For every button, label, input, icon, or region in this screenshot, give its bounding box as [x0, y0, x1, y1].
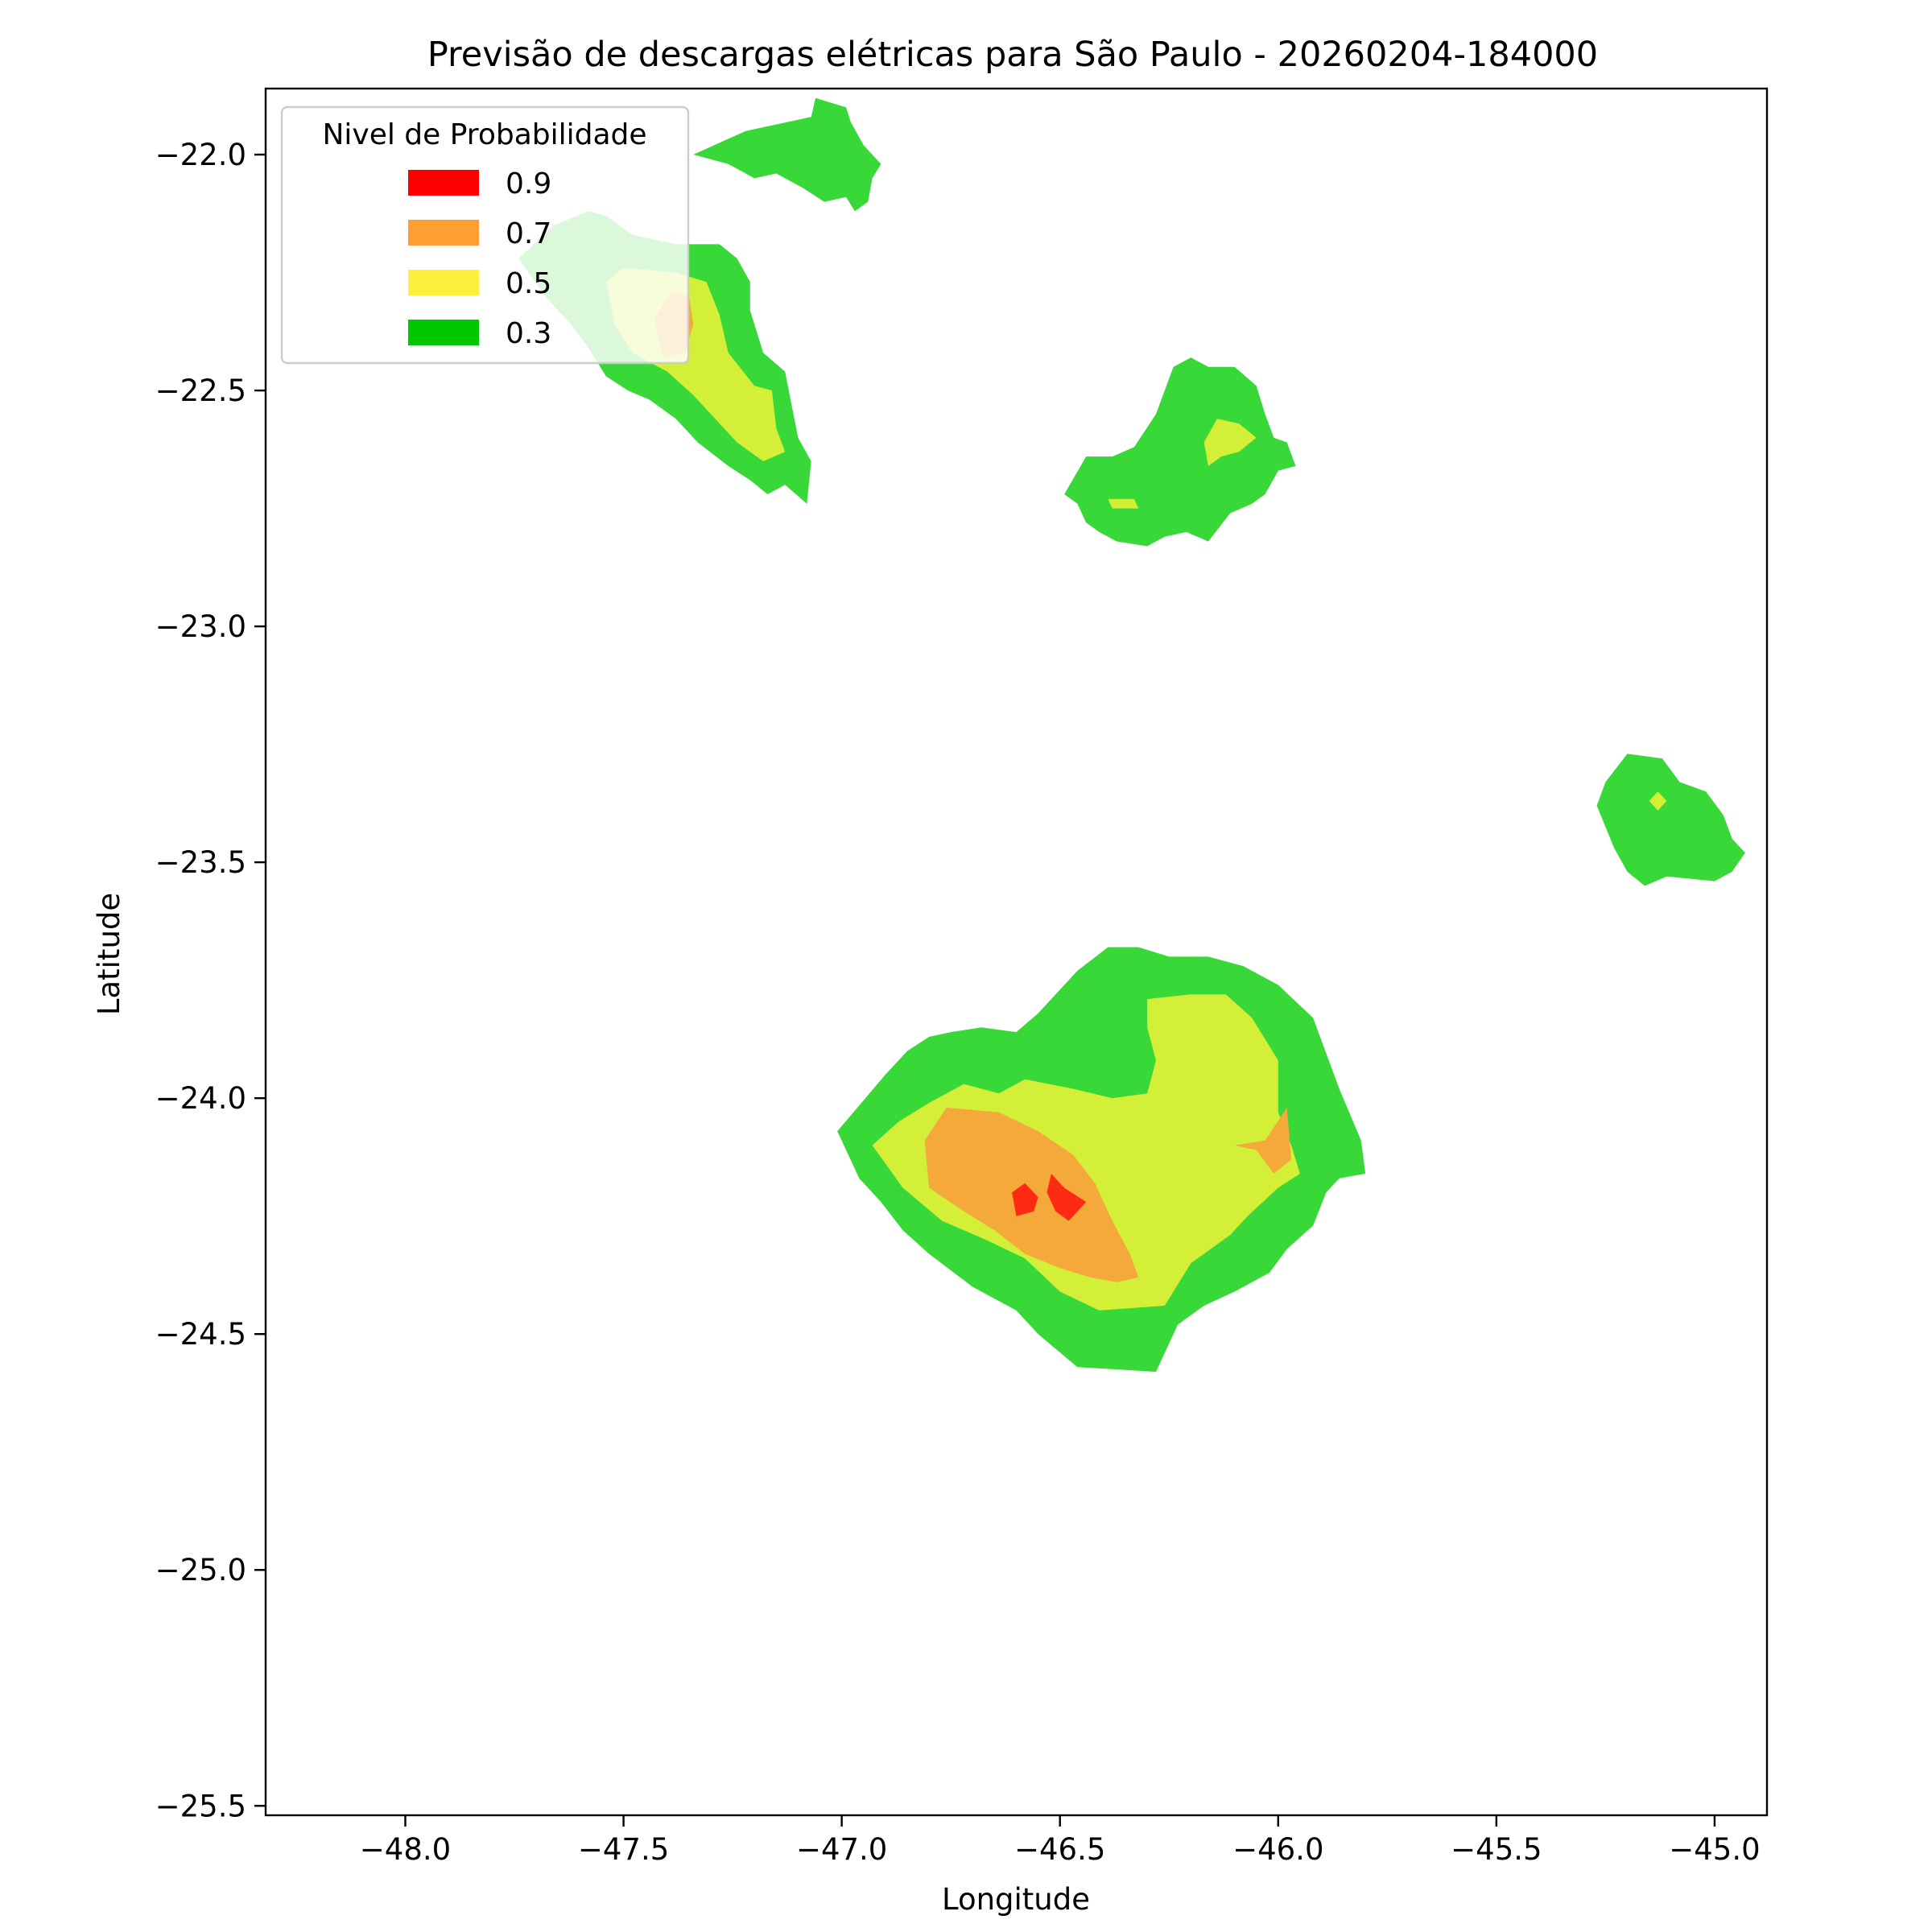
chart-title: Previsão de descargas elétricas para São… — [427, 35, 1598, 75]
contour-north-cell-top — [693, 97, 881, 212]
legend-box — [280, 105, 690, 365]
x-tick-label: −47.5 — [578, 1832, 669, 1867]
legend-label-0.9: 0.9 — [506, 167, 551, 200]
legend-entries: 0.9 0.7 0.5 0.3 — [408, 167, 551, 350]
y-axis-ticks: −22.0 −22.5 −23.0 −23.5 −24.0 −24.5 −25.0 −25.5 — [155, 138, 266, 1823]
contour-central-north-cell-mid-a — [1203, 419, 1257, 466]
x-axis-label: Longitude — [942, 1882, 1090, 1917]
x-tick-label: −45.0 — [1669, 1832, 1760, 1867]
legend-label-0.3: 0.3 — [506, 317, 551, 350]
y-tick-label: −23.0 — [155, 609, 246, 644]
y-tick-label: −24.0 — [155, 1081, 246, 1116]
contour-central-north-cell-mid-b — [1108, 498, 1139, 509]
x-tick-label: −45.5 — [1451, 1832, 1542, 1867]
legend-swatch-0.3 — [408, 320, 479, 345]
y-tick-label: −25.0 — [155, 1553, 246, 1587]
plot-frame — [264, 87, 1769, 1817]
legend-label-0.5: 0.5 — [506, 267, 551, 300]
contour-south-cell-mid — [872, 994, 1300, 1311]
contour-south-cell-peak-a — [1012, 1183, 1038, 1216]
y-tick-label: −25.5 — [155, 1789, 246, 1823]
x-tick-label: −46.0 — [1232, 1832, 1323, 1867]
legend-label-0.7: 0.7 — [506, 217, 551, 250]
y-tick-label: −23.5 — [155, 845, 246, 880]
legend: Nivel de Probabilidade 0.9 0.7 0.5 0.3 — [280, 105, 690, 365]
x-tick-label: −47.0 — [796, 1832, 887, 1867]
legend-swatch-0.9 — [408, 170, 479, 196]
legend-swatch-0.7 — [408, 220, 479, 246]
legend-swatch-0.5 — [408, 270, 479, 295]
y-tick-label: −22.5 — [155, 374, 246, 408]
y-axis-label: Latitude — [92, 893, 126, 1015]
y-tick-label: −24.5 — [155, 1317, 246, 1352]
x-tick-label: −48.0 — [360, 1832, 451, 1867]
contour-east-cell — [1596, 753, 1745, 886]
legend-title: Nivel de Probabilidade — [322, 118, 646, 151]
x-tick-label: −46.5 — [1014, 1832, 1105, 1867]
contour-south-cell-core-east — [1234, 1107, 1292, 1174]
x-axis-ticks: −48.0 −47.5 −47.0 −46.5 −46.0 −45.5 −45.0 — [360, 1815, 1761, 1867]
contour-south-cell-peak-b — [1046, 1174, 1087, 1221]
contour-south-cell-gap — [1051, 1032, 1087, 1066]
y-tick-label: −22.0 — [155, 138, 246, 172]
contour-east-cell-mid — [1649, 791, 1667, 811]
